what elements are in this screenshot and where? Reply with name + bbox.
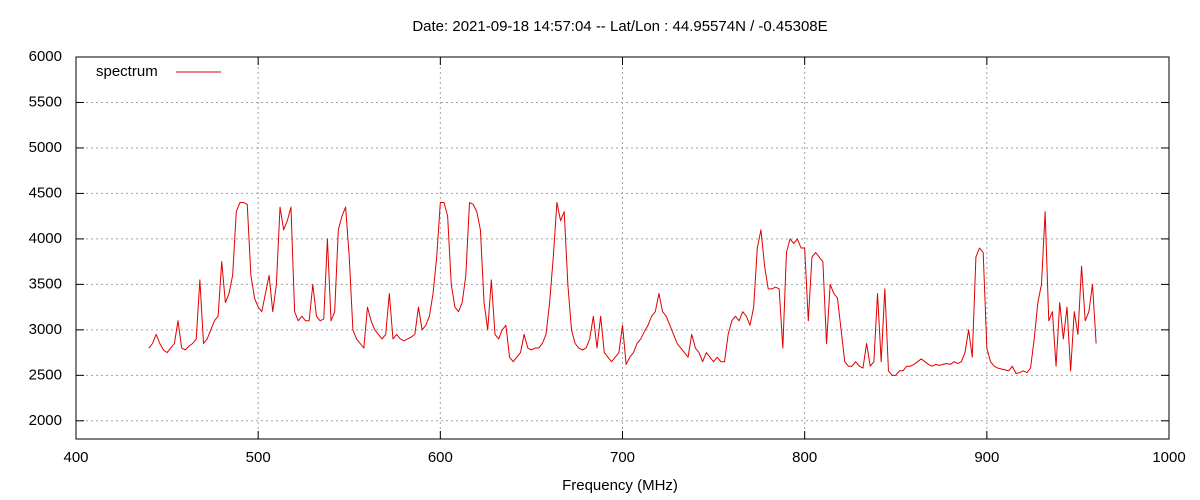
spectrum-line [148,202,1097,376]
y-tick-label: 3000 [29,321,62,338]
x-tick-label: 1000 [1152,449,1185,466]
y-tick-label: 5500 [29,93,62,110]
x-tick-label: 500 [246,449,271,466]
chart-title: Date: 2021-09-18 14:57:04 -- Lat/Lon : 4… [412,18,827,35]
legend-label: spectrum [96,63,158,80]
y-tick-label: 2000 [29,412,62,429]
x-tick-label: 800 [792,449,817,466]
x-tick-label: 900 [974,449,999,466]
x-tick-label: 600 [428,449,453,466]
x-tick-label: 400 [63,449,88,466]
y-tick-label: 6000 [29,48,62,65]
x-tick-label: 700 [610,449,635,466]
y-tick-label: 4000 [29,230,62,247]
x-axis-label: Frequency (MHz) [562,477,678,494]
y-tick-label: 3500 [29,275,62,292]
y-tick-label: 2500 [29,366,62,383]
y-tick-label: 5000 [29,139,62,156]
y-tick-label: 4500 [29,184,62,201]
plot-frame [75,56,1170,440]
